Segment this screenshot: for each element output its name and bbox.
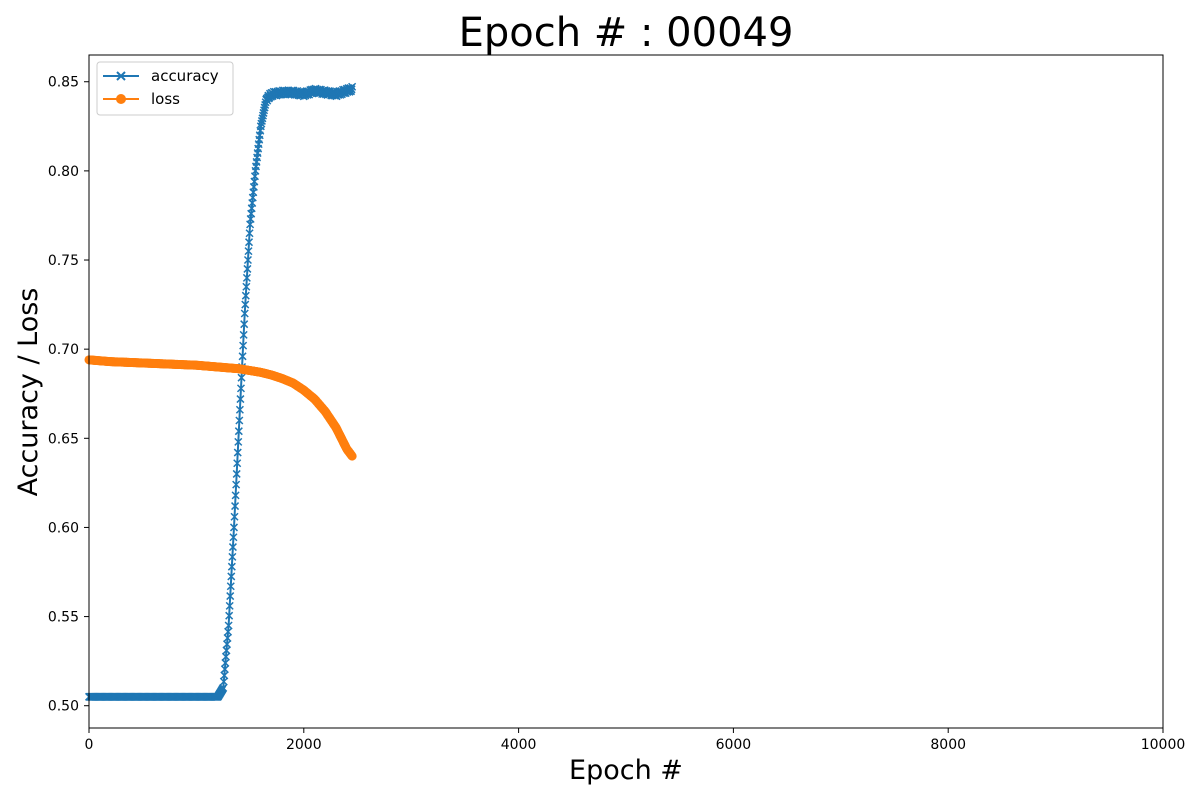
chart-title: Epoch # : 00049 [459, 10, 794, 56]
x-tick-label: 0 [85, 737, 94, 753]
legend-loss-label: loss [151, 90, 180, 108]
legend: accuracy loss [96, 61, 234, 116]
data-point [231, 491, 240, 500]
series-loss [84, 355, 357, 461]
data-point [236, 395, 245, 404]
data-point [240, 320, 249, 329]
data-point [229, 533, 238, 542]
y-axis-label: Accuracy / Loss [13, 288, 44, 497]
data-point [244, 247, 253, 256]
data-point [233, 448, 242, 457]
data-point [224, 621, 233, 630]
data-point [235, 416, 244, 425]
data-point [228, 552, 237, 561]
plot-area [89, 55, 1163, 728]
y-tick-label: 0.75 [48, 253, 79, 269]
y-tick-label: 0.50 [48, 699, 79, 715]
data-point [237, 373, 246, 382]
data-point [227, 562, 236, 571]
x-tick-label: 2000 [286, 737, 322, 753]
data-point [232, 469, 241, 478]
data-point [226, 592, 235, 601]
data-point [235, 405, 244, 414]
data-point [245, 229, 254, 238]
data-point [244, 238, 254, 247]
data-point [243, 264, 252, 273]
data-point [234, 427, 243, 436]
y-tick-label: 0.65 [48, 431, 79, 447]
x-tick-label: 4000 [501, 737, 537, 753]
data-point [243, 255, 252, 265]
data-point [231, 502, 240, 511]
y-tick-label: 0.80 [48, 164, 79, 180]
data-point [230, 512, 239, 521]
data-point [241, 291, 250, 300]
data-point [240, 309, 249, 318]
data-point [242, 282, 251, 291]
data-point [239, 330, 248, 339]
series-markers-accuracy [84, 82, 357, 701]
plot-lines [84, 82, 357, 701]
data-point [228, 543, 237, 552]
data-point [242, 273, 251, 282]
plot-frame [88, 54, 1164, 729]
y-axis-ticks: 0.50 0.55 0.60 0.65 0.70 0.75 0.80 0.85 [48, 75, 89, 715]
legend-accuracy-marker [116, 71, 126, 81]
data-point [236, 384, 246, 393]
data-point [226, 582, 235, 591]
data-point [238, 352, 247, 361]
y-tick-label: 0.70 [48, 342, 79, 358]
y-tick-label: 0.85 [48, 75, 79, 91]
data-point [232, 480, 241, 489]
x-tick-label: 10000 [1141, 737, 1186, 753]
data-point [234, 437, 243, 446]
data-point [347, 451, 357, 461]
data-point [229, 523, 239, 532]
data-point [227, 572, 236, 581]
x-tick-label: 6000 [716, 737, 752, 753]
data-point [225, 611, 234, 620]
x-tick-label: 8000 [930, 737, 966, 753]
data-point [241, 300, 250, 309]
data-point [233, 459, 242, 468]
data-point [239, 341, 248, 350]
legend-accuracy-label: accuracy [151, 67, 219, 85]
series-markers-loss [84, 355, 357, 461]
data-point [347, 85, 356, 94]
data-point [348, 82, 357, 91]
x-axis-label: Epoch # [569, 755, 683, 786]
y-tick-label: 0.60 [48, 520, 79, 536]
y-tick-label: 0.55 [48, 610, 79, 626]
x-axis-ticks: 0 2000 4000 6000 8000 10000 [85, 728, 1186, 753]
legend-loss-marker [116, 94, 126, 104]
data-point [225, 601, 234, 610]
series-accuracy [84, 82, 357, 701]
